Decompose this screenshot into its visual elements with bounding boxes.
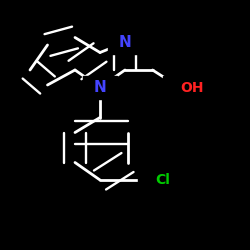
Text: Cl: Cl (155, 173, 170, 187)
Bar (163, 76, 197, 99)
Bar (138, 169, 172, 191)
Bar (83, 76, 117, 99)
Bar (108, 31, 142, 54)
Text: OH: OH (180, 80, 204, 94)
Text: N: N (119, 35, 132, 50)
Text: N: N (94, 80, 106, 95)
